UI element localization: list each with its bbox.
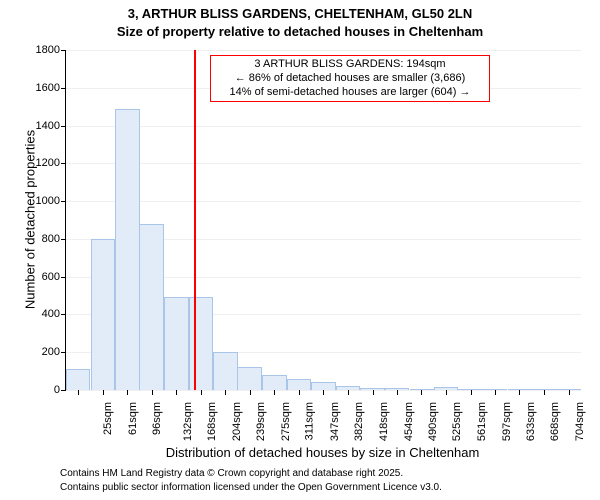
gridline-h	[66, 201, 581, 202]
gridline-h	[66, 126, 581, 127]
y-tick-mark	[61, 352, 66, 353]
y-tick-label: 800	[42, 233, 60, 245]
x-tick-label: 204sqm	[231, 402, 243, 441]
histogram-bar	[164, 297, 188, 390]
x-tick-mark	[225, 390, 226, 395]
y-tick-label: 0	[54, 384, 60, 396]
marker-line	[194, 50, 196, 390]
y-tick-label: 1000	[36, 195, 60, 207]
annotation-line3: 14% of semi-detached houses are larger (…	[215, 86, 485, 100]
histogram-bar	[189, 297, 213, 390]
x-tick-label: 597sqm	[501, 402, 513, 441]
histogram-bar	[139, 224, 163, 390]
x-tick-mark	[274, 390, 275, 395]
y-tick-mark	[61, 390, 66, 391]
x-tick-mark	[471, 390, 472, 395]
x-tick-mark	[495, 390, 496, 395]
y-tick-mark	[61, 277, 66, 278]
chart-title-line1: 3, ARTHUR BLISS GARDENS, CHELTENHAM, GL5…	[0, 6, 600, 21]
y-tick-label: 1600	[36, 82, 60, 94]
x-tick-label: 525sqm	[451, 402, 463, 441]
x-tick-mark	[78, 390, 79, 395]
x-tick-label: 347sqm	[329, 402, 341, 441]
y-tick-mark	[61, 314, 66, 315]
x-tick-mark	[201, 390, 202, 395]
x-tick-label: 382sqm	[353, 402, 365, 441]
footer-copyright-1: Contains HM Land Registry data © Crown c…	[60, 468, 403, 479]
x-tick-label: 61sqm	[127, 402, 139, 435]
histogram-bar	[311, 382, 335, 390]
histogram-bar	[287, 379, 311, 390]
x-tick-mark	[323, 390, 324, 395]
x-tick-label: 25sqm	[102, 402, 114, 435]
x-tick-mark	[299, 390, 300, 395]
x-tick-mark	[250, 390, 251, 395]
x-tick-mark	[373, 390, 374, 395]
x-tick-mark	[544, 390, 545, 395]
y-axis-label: Number of detached properties	[23, 110, 38, 330]
y-tick-mark	[61, 163, 66, 164]
x-tick-label: 454sqm	[403, 402, 415, 441]
y-tick-mark	[61, 239, 66, 240]
chart-title-line2: Size of property relative to detached ho…	[0, 24, 600, 39]
x-tick-label: 561sqm	[476, 402, 488, 441]
x-tick-mark	[569, 390, 570, 395]
x-tick-label: 668sqm	[549, 402, 561, 441]
y-tick-mark	[61, 50, 66, 51]
x-tick-mark	[421, 390, 422, 395]
x-tick-label: 275sqm	[280, 402, 292, 441]
y-tick-label: 400	[42, 308, 60, 320]
y-tick-label: 200	[42, 346, 60, 358]
x-tick-label: 704sqm	[574, 402, 586, 441]
histogram-bar	[213, 352, 237, 390]
y-tick-label: 1400	[36, 120, 60, 132]
annotation-line1: 3 ARTHUR BLISS GARDENS: 194sqm	[215, 58, 485, 72]
gridline-h	[66, 50, 581, 51]
histogram-bar	[91, 239, 115, 390]
x-tick-label: 239sqm	[255, 402, 267, 441]
x-tick-label: 633sqm	[525, 402, 537, 441]
x-axis-label: Distribution of detached houses by size …	[65, 445, 580, 460]
x-tick-mark	[152, 390, 153, 395]
annotation-box: 3 ARTHUR BLISS GARDENS: 194sqm ← 86% of …	[210, 55, 490, 102]
x-tick-label: 311sqm	[304, 402, 316, 440]
y-tick-label: 1800	[36, 44, 60, 56]
y-tick-label: 1200	[36, 157, 60, 169]
x-tick-label: 418sqm	[378, 402, 390, 441]
x-tick-mark	[397, 390, 398, 395]
y-tick-mark	[61, 201, 66, 202]
x-tick-mark	[519, 390, 520, 395]
x-tick-label: 96sqm	[151, 402, 163, 435]
histogram-bar	[262, 375, 286, 390]
annotation-line2: ← 86% of detached houses are smaller (3,…	[215, 72, 485, 86]
y-tick-label: 600	[42, 271, 60, 283]
x-tick-mark	[127, 390, 128, 395]
histogram-bar	[66, 369, 90, 390]
x-tick-label: 132sqm	[182, 402, 194, 441]
y-tick-mark	[61, 88, 66, 89]
x-tick-mark	[103, 390, 104, 395]
x-tick-label: 168sqm	[207, 402, 219, 441]
histogram-bar	[115, 109, 139, 390]
x-tick-mark	[446, 390, 447, 395]
gridline-h	[66, 163, 581, 164]
y-tick-mark	[61, 126, 66, 127]
histogram-bar	[237, 367, 261, 390]
x-tick-mark	[348, 390, 349, 395]
x-tick-mark	[176, 390, 177, 395]
footer-copyright-2: Contains public sector information licen…	[60, 482, 442, 493]
chart-container: 3, ARTHUR BLISS GARDENS, CHELTENHAM, GL5…	[0, 0, 600, 500]
x-tick-label: 490sqm	[427, 402, 439, 441]
